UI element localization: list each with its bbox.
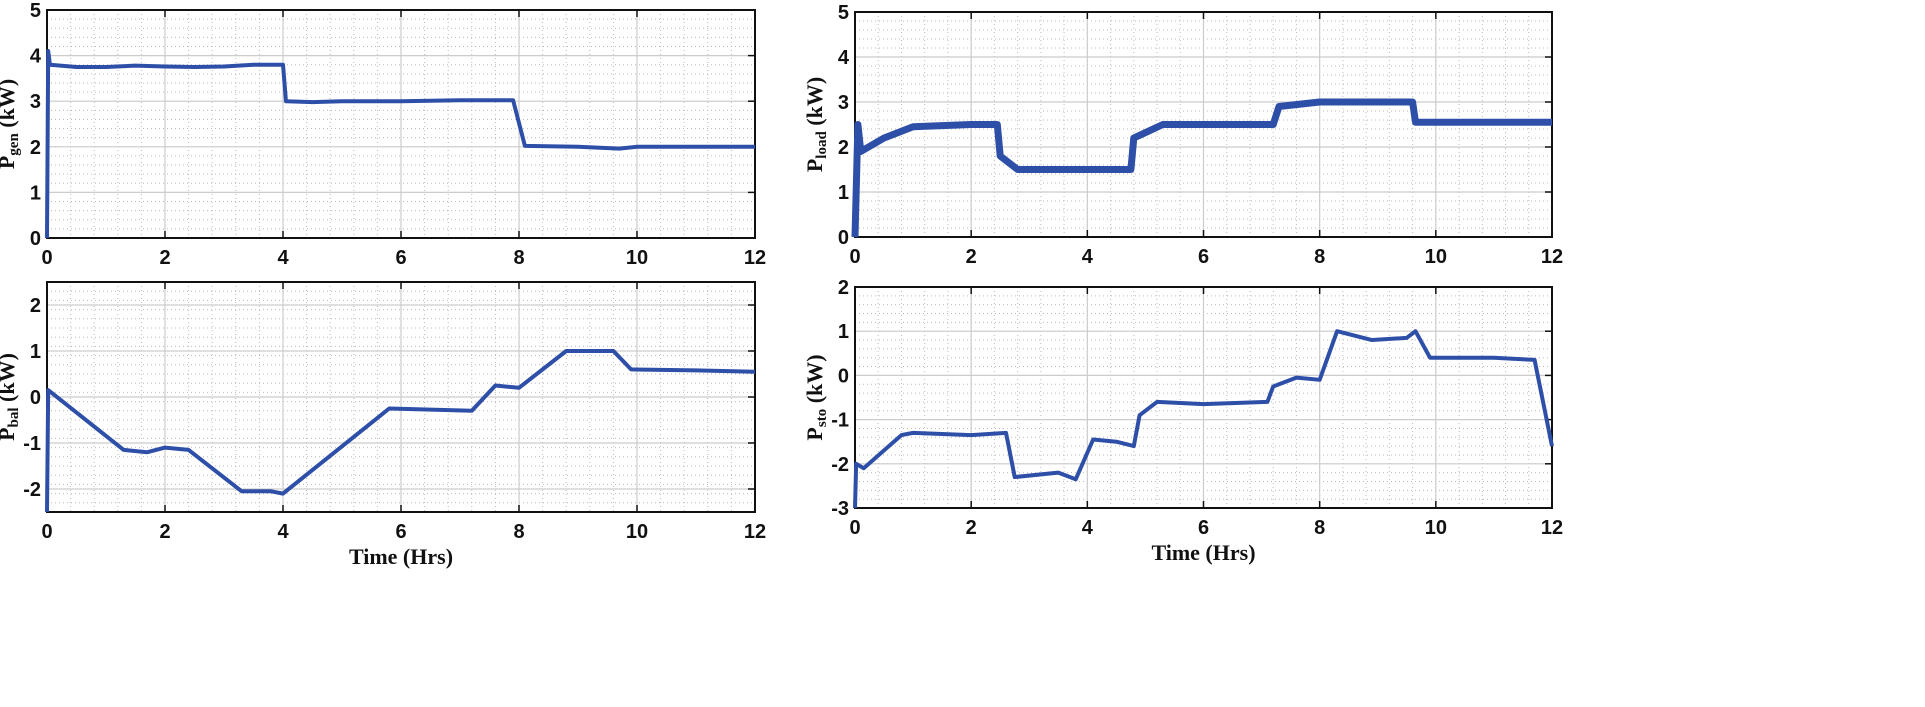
y-label-main: P	[0, 427, 19, 440]
x-tick-label: 0	[41, 521, 52, 543]
y-label-unit: (kW)	[0, 79, 19, 133]
y-axis-label: Pgen (kW)	[0, 79, 22, 169]
y-tick-label: 1	[30, 182, 41, 204]
series-line	[853, 329, 1554, 509]
y-tick-label: 0	[30, 228, 41, 250]
x-tick-label: 4	[277, 247, 289, 269]
y-tick-label: -2	[831, 454, 849, 476]
x-tick-label: 2	[966, 246, 977, 268]
y-tick-label: 3	[30, 91, 41, 113]
x-tick-label: 0	[849, 517, 860, 539]
series-line	[45, 49, 755, 239]
x-tick-label: 12	[1541, 246, 1563, 268]
y-tick-label: 5	[838, 2, 849, 24]
x-tick-label: 10	[1425, 517, 1447, 539]
x-tick-label: 4	[277, 521, 289, 543]
x-tick-label: 12	[1541, 517, 1563, 539]
x-tick-label: 4	[1082, 517, 1094, 539]
x-tick-label: 8	[1314, 517, 1325, 539]
y-tick-label: 2	[30, 137, 41, 159]
y-label-sub: bal	[6, 407, 22, 427]
x-tick-label: 10	[626, 247, 648, 269]
y-label-unit: (kW)	[802, 354, 827, 408]
y-tick-label: 1	[30, 341, 41, 363]
x-tick-label: 12	[744, 247, 766, 269]
y-axis-label: Pload (kW)	[802, 77, 830, 172]
y-tick-label: -1	[831, 410, 849, 432]
x-tick-label: 4	[1082, 246, 1094, 268]
subplot-gen: 024681012012345Pgen (kW)	[0, 0, 766, 269]
x-tick-label: 0	[849, 246, 860, 268]
y-tick-label: 4	[838, 47, 850, 69]
x-tick-label: 6	[395, 521, 406, 543]
y-label-unit: (kW)	[802, 77, 827, 131]
x-tick-label: 0	[41, 247, 52, 269]
x-tick-label: 8	[513, 521, 524, 543]
series-line	[45, 349, 756, 513]
y-label-sub: gen	[6, 133, 22, 156]
y-label-sub: load	[814, 131, 830, 159]
y-label-main: P	[0, 156, 19, 169]
y-tick-label: 4	[30, 46, 42, 68]
y-tick-label: 0	[30, 387, 41, 409]
x-tick-label: 10	[1425, 246, 1447, 268]
x-axis-label: Time (Hrs)	[1151, 540, 1255, 565]
y-tick-label: -3	[831, 498, 849, 520]
x-tick-label: 6	[1198, 517, 1209, 539]
y-tick-label: 2	[838, 137, 849, 159]
x-tick-label: 12	[744, 521, 766, 543]
y-tick-label: 0	[838, 365, 849, 387]
y-axis-label: Psto (kW)	[802, 354, 830, 440]
x-tick-label: 2	[159, 247, 170, 269]
y-tick-label: 2	[838, 277, 849, 299]
axes-frame	[854, 286, 1553, 509]
y-tick-label: -2	[23, 479, 41, 501]
x-tick-label: 2	[159, 521, 170, 543]
y-tick-label: 0	[838, 227, 849, 249]
x-tick-label: 8	[513, 247, 524, 269]
y-label-main: P	[802, 159, 827, 172]
x-tick-label: 6	[395, 247, 406, 269]
x-axis-label: Time (Hrs)	[349, 544, 453, 569]
y-tick-label: 5	[30, 0, 41, 22]
y-tick-label: 1	[838, 182, 849, 204]
y-axis-label: Pbal (kW)	[0, 353, 22, 441]
y-tick-label: 1	[838, 321, 849, 343]
y-label-sub: sto	[814, 409, 830, 427]
x-tick-label: 10	[626, 521, 648, 543]
y-label-unit: (kW)	[0, 353, 19, 407]
y-tick-label: 2	[30, 295, 41, 317]
x-tick-label: 2	[966, 517, 977, 539]
x-tick-label: 6	[1198, 246, 1209, 268]
y-tick-label: -1	[23, 433, 41, 455]
y-label-main: P	[802, 427, 827, 440]
x-tick-label: 8	[1314, 246, 1325, 268]
series-line	[851, 98, 1552, 238]
y-tick-label: 3	[838, 92, 849, 114]
